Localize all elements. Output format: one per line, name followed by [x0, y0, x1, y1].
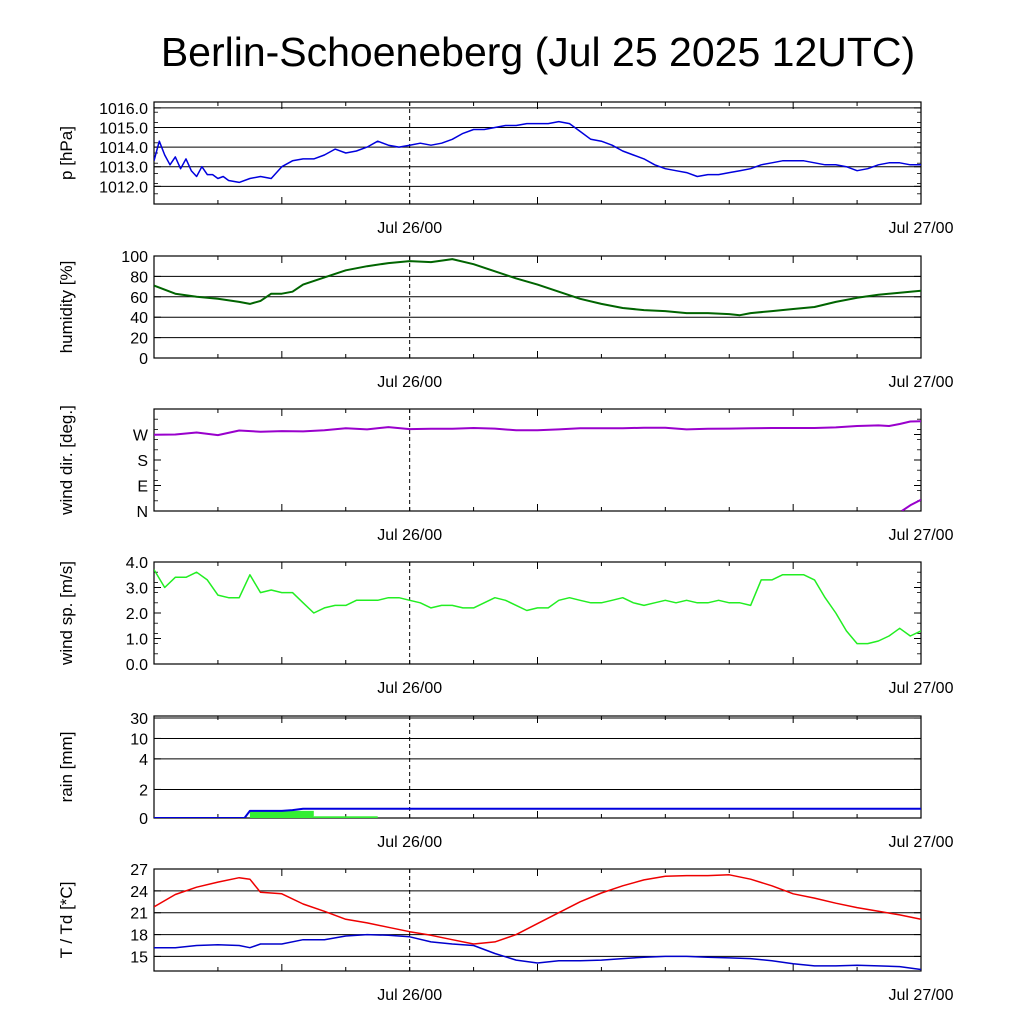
y-tick-label: 1012.0: [99, 179, 148, 196]
y-tick-label: 1014.0: [99, 140, 148, 157]
panel-rain: 0 2 4 10 30 Jul 26/00 Jul 27/00 rain [mm]: [57, 711, 954, 851]
x-tick-label: Jul 27/00: [889, 834, 954, 851]
panel-wind_sp: 0.0 1.0 2.0 3.0 4.0 Jul 26/00 Jul 27/00 wind sp…: [57, 555, 954, 697]
x-tick-label: Jul 27/00: [889, 220, 954, 237]
y-tick-label: 10: [130, 731, 148, 748]
y-tick-label: 1015.0: [99, 121, 148, 138]
x-tick-label: Jul 26/00: [377, 374, 442, 391]
y-tick-label: N: [136, 504, 148, 521]
y-tick-label: 100: [121, 249, 148, 266]
y-axis-label: wind sp. [m/s]: [57, 561, 76, 666]
panel-humidity: 0 20 40 60 80 100 Jul 26/00 Jul 27/00 humidity […: [57, 249, 954, 391]
y-tick-label: 21: [130, 906, 148, 923]
y-tick-label: 0: [139, 351, 148, 368]
y-tick-label: S: [137, 453, 148, 470]
y-tick-label: 2: [139, 782, 148, 799]
y-tick-label: 0: [139, 811, 148, 828]
y-tick-label: 20: [130, 331, 148, 348]
series-line-temp-t: [154, 874, 921, 945]
y-tick-label: E: [137, 479, 148, 496]
y-axis-label: T / Td [*C]: [57, 882, 76, 959]
panel-pressure: 1012.0 1013.0 1014.0 1015.0 1016.0 Jul 26/00 J…: [57, 101, 954, 237]
y-axis-label: wind dir. [deg.]: [57, 405, 76, 516]
y-tick-label: 30: [130, 711, 148, 728]
y-axis-label: rain [mm]: [57, 732, 76, 803]
y-tick-label: 40: [130, 310, 148, 327]
y-tick-label: 4.0: [126, 555, 148, 572]
y-tick-label: 18: [130, 928, 148, 945]
y-tick-label: 80: [130, 269, 148, 286]
series-line-humidity: [154, 258, 921, 317]
panel-frame-rain: [153, 715, 922, 819]
series-line-rain: [154, 807, 921, 818]
y-axis-label: p [hPa]: [57, 126, 76, 180]
rain-bar: [313, 816, 378, 818]
x-tick-label: Jul 26/00: [377, 527, 442, 544]
panel-frame-pressure: [153, 101, 922, 205]
series-line-temp-td: [154, 933, 921, 971]
meteogram-panels: 1012.0 1013.0 1014.0 1015.0 1016.0 Jul 26/00 J…: [57, 101, 954, 1004]
x-tick-label: Jul 26/00: [377, 220, 442, 237]
y-tick-label: 60: [130, 290, 148, 307]
x-tick-label: Jul 27/00: [889, 680, 954, 697]
panel-frame-temp: [153, 868, 922, 972]
series-line-wind_dir: [901, 498, 921, 511]
y-tick-label: 0.0: [126, 657, 148, 674]
y-axis-label: humidity [%]: [57, 261, 76, 354]
x-tick-label: Jul 27/00: [889, 527, 954, 544]
y-tick-label: W: [133, 428, 149, 445]
series-line-wind_dir: [154, 420, 921, 437]
series-line-pressure: [154, 120, 921, 184]
x-tick-label: Jul 26/00: [377, 834, 442, 851]
y-tick-label: 4: [139, 752, 148, 769]
x-tick-label: Jul 26/00: [377, 987, 442, 1004]
panel-frame-wind_sp: [153, 561, 922, 665]
y-tick-label: 1013.0: [99, 160, 148, 177]
chart-title: Berlin-Schoeneberg (Jul 25 2025 12UTC): [161, 29, 915, 75]
panel-frame-wind_dir: [153, 408, 922, 512]
y-tick-label: 15: [130, 949, 148, 966]
y-tick-label: 1016.0: [99, 101, 148, 118]
y-tick-label: 24: [130, 884, 148, 901]
x-tick-label: Jul 27/00: [889, 374, 954, 391]
y-tick-label: 27: [130, 862, 148, 879]
series-line-wind_sp: [154, 569, 921, 645]
y-tick-label: 2.0: [126, 606, 148, 623]
panel-temp: 15 18 21 24 27 Jul 26/00 Jul 27/00 T / Td [*C]: [57, 862, 954, 1004]
x-tick-label: Jul 27/00: [889, 987, 954, 1004]
y-tick-label: 3.0: [126, 581, 148, 598]
x-tick-label: Jul 26/00: [377, 680, 442, 697]
y-tick-label: 1.0: [126, 632, 148, 649]
rain-bar: [249, 810, 314, 818]
